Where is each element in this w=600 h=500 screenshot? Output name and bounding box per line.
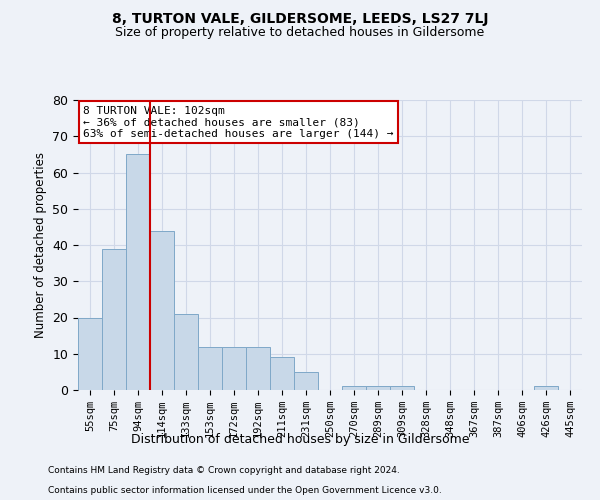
- Bar: [534, 386, 558, 390]
- Text: Distribution of detached houses by size in Gildersome: Distribution of detached houses by size …: [131, 432, 469, 446]
- Bar: [78, 318, 102, 390]
- Bar: [102, 248, 126, 390]
- Bar: [150, 230, 174, 390]
- Bar: [342, 386, 366, 390]
- Bar: [390, 386, 414, 390]
- Bar: [294, 372, 318, 390]
- Bar: [222, 346, 246, 390]
- Bar: [126, 154, 150, 390]
- Bar: [198, 346, 222, 390]
- Text: 8, TURTON VALE, GILDERSOME, LEEDS, LS27 7LJ: 8, TURTON VALE, GILDERSOME, LEEDS, LS27 …: [112, 12, 488, 26]
- Bar: [246, 346, 270, 390]
- Bar: [174, 314, 198, 390]
- Text: Size of property relative to detached houses in Gildersome: Size of property relative to detached ho…: [115, 26, 485, 39]
- Text: Contains HM Land Registry data © Crown copyright and database right 2024.: Contains HM Land Registry data © Crown c…: [48, 466, 400, 475]
- Text: Contains public sector information licensed under the Open Government Licence v3: Contains public sector information licen…: [48, 486, 442, 495]
- Y-axis label: Number of detached properties: Number of detached properties: [34, 152, 47, 338]
- Bar: [270, 358, 294, 390]
- Text: 8 TURTON VALE: 102sqm
← 36% of detached houses are smaller (83)
63% of semi-deta: 8 TURTON VALE: 102sqm ← 36% of detached …: [83, 106, 394, 139]
- Bar: [366, 386, 390, 390]
